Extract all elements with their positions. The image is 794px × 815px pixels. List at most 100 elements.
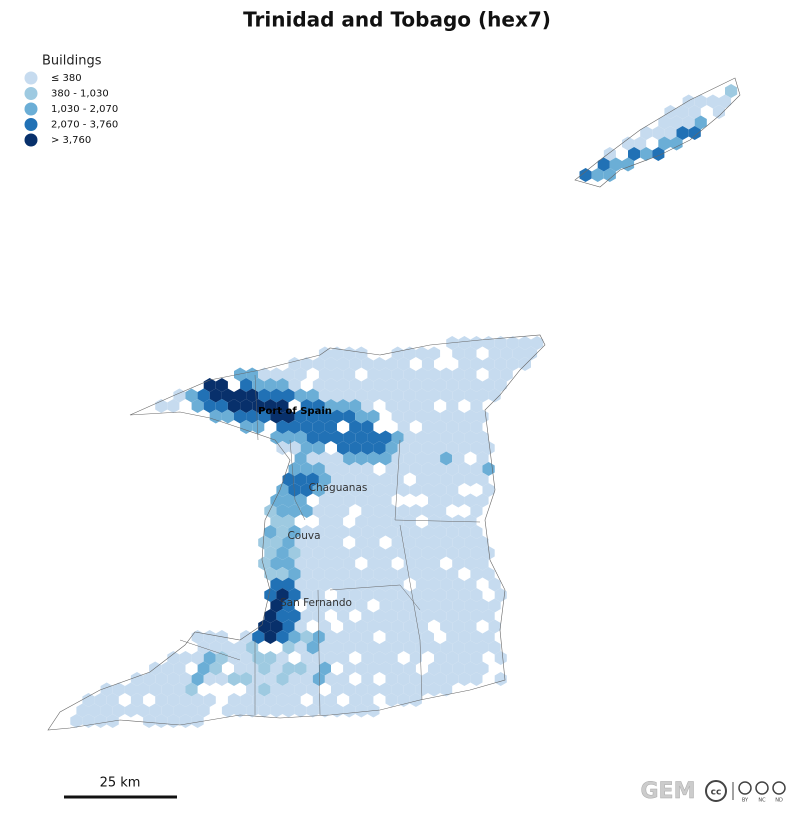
- hex-cell: [343, 388, 356, 403]
- hex-cell: [221, 388, 234, 403]
- legend: ≤ 380 380 - 1,030 1,030 - 2,070 2,070 - 3,7…: [24, 71, 118, 147]
- hex-cell: [458, 378, 471, 392]
- hex-cell: [294, 493, 307, 508]
- hex-cell: [258, 703, 271, 718]
- hex-cell: [264, 693, 277, 707]
- hex-cell: [470, 546, 483, 560]
- hex-cell: [409, 441, 422, 455]
- boundary: [394, 439, 481, 523]
- hex-cell: [197, 388, 210, 403]
- hex-cell: [264, 588, 277, 602]
- coastline: [574, 77, 741, 188]
- hex-cell: [337, 672, 350, 686]
- hex-cell: [476, 661, 489, 676]
- hex-cell: [282, 682, 295, 697]
- hex-cell: [221, 640, 234, 655]
- hex-cell: [464, 556, 477, 571]
- hex-cell: [470, 630, 483, 644]
- hex-cell: [240, 693, 253, 707]
- coastline: [47, 334, 546, 731]
- hex-cell: [470, 651, 483, 665]
- hex-cell: [640, 126, 653, 140]
- hex-cell: [421, 483, 434, 497]
- hex-cell: [385, 378, 398, 392]
- hex-cell: [349, 357, 362, 371]
- hex-cell: [270, 493, 283, 508]
- hex-cell: [270, 598, 283, 613]
- hex-cell: [488, 367, 501, 382]
- hex-cell: [300, 546, 313, 560]
- hex-cell: [324, 525, 337, 539]
- hex-cell: [706, 94, 719, 109]
- hex-cell: [282, 535, 295, 550]
- hex-cell: [234, 388, 247, 403]
- hex-cell: [403, 640, 416, 655]
- hex-cell: [391, 640, 404, 655]
- hex-cell: [282, 598, 295, 613]
- hex-cell: [367, 430, 380, 445]
- hex-cell: [403, 598, 416, 613]
- hex-cell: [452, 598, 465, 613]
- hex-cell: [324, 357, 337, 371]
- hex-cell: [264, 609, 277, 623]
- hex-cell: [288, 504, 301, 518]
- hex-cell: [167, 651, 180, 665]
- hex-cell: [452, 367, 465, 382]
- hex-cell: [276, 483, 289, 497]
- hex-cell: [379, 598, 392, 613]
- hex-cell: [458, 672, 471, 686]
- hex-cell: [622, 136, 635, 151]
- hex-cell: [385, 399, 398, 413]
- hex-cell: [337, 525, 350, 539]
- hex-cell: [434, 441, 447, 455]
- hex-cell: [294, 640, 307, 655]
- hex-cell: [367, 556, 380, 571]
- hex-cell: [428, 346, 441, 361]
- hex-cell: [688, 126, 701, 140]
- hex-cell: [318, 493, 331, 508]
- hex-cell: [488, 619, 501, 634]
- hex-cell: [464, 409, 477, 424]
- hex-cell: [464, 493, 477, 508]
- hex-cell: [203, 399, 216, 413]
- hex-cell: [312, 672, 325, 686]
- hex-cell: [440, 388, 453, 403]
- hex-cell: [349, 630, 362, 644]
- hex-cell: [270, 577, 283, 592]
- hex-cell: [403, 430, 416, 445]
- hex-cell: [428, 493, 441, 508]
- hex-cell: [331, 493, 344, 508]
- hex-cell: [294, 367, 307, 382]
- hex-cell: [597, 157, 610, 172]
- hex-cell: [476, 388, 489, 403]
- hex-cell: [421, 525, 434, 539]
- hex-cell: [337, 441, 350, 455]
- hex-cell: [264, 651, 277, 665]
- hex-cell: [343, 682, 356, 697]
- hex-cell: [458, 588, 471, 602]
- hex-cell: [361, 630, 374, 644]
- hex-cell: [440, 409, 453, 424]
- hex-cell: [197, 703, 210, 718]
- hex-cell: [391, 577, 404, 592]
- hex-cell: [482, 441, 495, 455]
- hex-cell: [403, 514, 416, 529]
- hex-cell: [294, 619, 307, 634]
- hex-cell: [397, 546, 410, 560]
- hex-cell: [276, 609, 289, 623]
- hex-cell: [458, 546, 471, 560]
- hex-cell: [161, 682, 174, 697]
- hex-cell: [282, 514, 295, 529]
- hex-cell: [385, 441, 398, 455]
- hex-cell: [482, 483, 495, 497]
- hex-cell: [300, 672, 313, 686]
- hex-cell: [234, 703, 247, 718]
- hex-cell: [440, 619, 453, 634]
- hex-cell: [361, 693, 374, 707]
- hex-cell: [664, 126, 677, 140]
- hex-cell: [488, 598, 501, 613]
- hex-cell: [421, 567, 434, 581]
- hex-cell: [240, 399, 253, 413]
- hex-cell: [355, 514, 368, 529]
- hex-cell: [367, 493, 380, 508]
